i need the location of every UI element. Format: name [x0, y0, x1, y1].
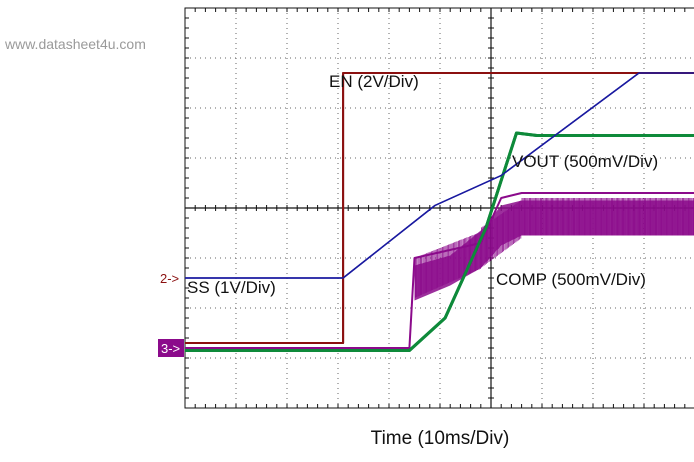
- series-label-ss: SS (1V/Div): [187, 278, 276, 297]
- series-band-comp: [414, 200, 694, 301]
- series-label-comp: COMP (500mV/Div): [496, 270, 646, 289]
- channel-marker-label: 3->: [161, 341, 180, 356]
- channel-marker-label: 2->: [160, 271, 179, 286]
- channel-marker-box: [158, 339, 184, 357]
- watermark-text: www.datasheet4u.com: [5, 36, 146, 52]
- series-label-en: EN (2V/Div): [329, 72, 419, 91]
- series-line-top-ss: [185, 72, 694, 279]
- x-axis-label: Time (10ms/Div): [370, 428, 510, 449]
- chart-traces: [185, 72, 694, 352]
- series-label-vout: VOUT (500mV/Div): [512, 152, 658, 171]
- channel-markers: 2-> 3->: [158, 271, 184, 357]
- series-line-top-en: [185, 72, 694, 344]
- series-line-top-vout: [185, 131, 694, 352]
